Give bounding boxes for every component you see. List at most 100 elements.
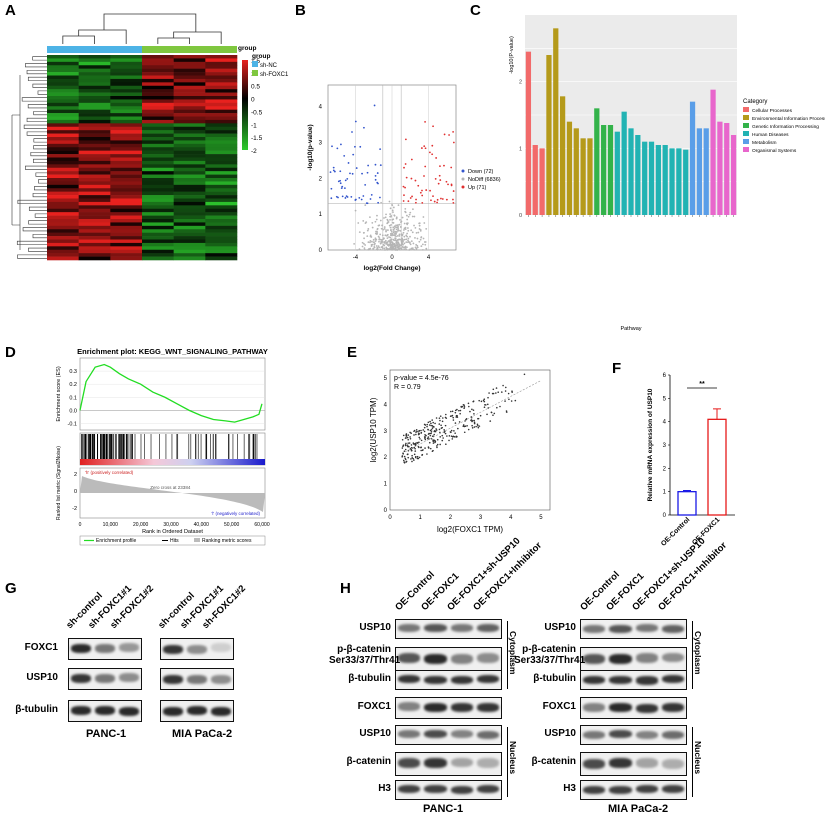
scatter-point <box>414 444 417 447</box>
scatter-point <box>423 436 426 438</box>
heatmap-cell <box>142 229 174 233</box>
heatmap-cell <box>205 119 238 124</box>
volcano-point-nodiff <box>398 247 401 250</box>
volcano-point-up <box>421 201 424 204</box>
blot-band <box>661 652 684 663</box>
cell-line-label: PANC-1 <box>423 803 464 815</box>
pathway-bar <box>621 111 627 215</box>
heatmap-cell <box>142 164 174 169</box>
scatter-point <box>514 399 517 402</box>
heatmap-cell <box>173 150 206 155</box>
heatmap-cell <box>47 253 79 257</box>
heatmap-cell <box>205 208 238 213</box>
blot-row-label-h: FOXC1 <box>542 701 576 712</box>
blot-row-label-h: USP10 <box>359 622 391 633</box>
volcano-point-nodiff <box>389 226 392 229</box>
gsea-xtick: 60,000 <box>254 522 270 528</box>
volcano-point-nodiff <box>383 242 386 244</box>
scatter-point <box>420 439 423 442</box>
heatmap-cell <box>173 123 206 128</box>
volcano-point-nodiff <box>409 235 411 238</box>
fraction-label-cytoplasm: Cytoplasm <box>508 631 518 675</box>
volcano-point-nodiff <box>385 235 388 237</box>
scatter-point <box>436 445 438 447</box>
heatmap-cell <box>142 157 174 162</box>
volcano-point-up <box>424 120 426 123</box>
volcano-point-nodiff <box>420 236 423 239</box>
bar-f-ytick: 1 <box>663 490 667 496</box>
volcano-point-nodiff <box>422 237 425 240</box>
scatter-point <box>402 434 405 437</box>
volcano-point-nodiff <box>405 214 408 217</box>
volcano-point-up <box>410 177 413 180</box>
volcano-point-nodiff <box>369 241 371 244</box>
scatter-point <box>413 434 415 436</box>
panel-b-letter: B <box>295 2 306 19</box>
heatmap-cell <box>173 229 206 233</box>
western-blot-panel-h: OE-Control OE-FOXC1 OE-FOXC1+sh-USP10 OE-FO… <box>329 536 825 815</box>
blot-band <box>476 757 499 768</box>
scatter-point <box>459 409 462 412</box>
volcano-point-nodiff <box>388 240 391 243</box>
bar-c-legend-label: Cellular Processes <box>752 108 793 114</box>
heatmap-cell <box>205 85 238 90</box>
volcano-point-nodiff <box>375 245 378 247</box>
heatmap-cell <box>173 154 206 158</box>
volcano-point-nodiff <box>405 238 408 241</box>
volcano-point-nodiff <box>390 238 393 241</box>
volcano-point-nodiff <box>416 244 419 247</box>
heatmap-cell <box>110 72 143 76</box>
volcano-point-nodiff <box>386 241 389 244</box>
volcano-point-down <box>347 162 350 164</box>
bar-c-legend-label: Human Diseases <box>752 132 789 138</box>
blot-row-label-h: USP10 <box>544 728 576 739</box>
scatter-point <box>478 399 480 402</box>
volcano-ytick: 2 <box>319 176 323 182</box>
heatmap-cell <box>173 184 206 189</box>
heatmap-cell <box>142 212 174 216</box>
blot-band <box>661 730 684 739</box>
volcano-point-nodiff <box>388 224 391 227</box>
heatmap-cell <box>78 184 111 189</box>
heatmap-cell <box>78 174 111 179</box>
volcano-point-down <box>351 172 354 175</box>
scatter-point <box>418 430 420 432</box>
heatmap-cell <box>78 167 111 172</box>
colorbar-tick: -1 <box>251 122 257 129</box>
scatter-point <box>497 391 500 394</box>
heatmap-cell <box>110 239 143 244</box>
blot-band <box>398 623 421 632</box>
heatmap-cell <box>110 85 143 90</box>
volcano-point-nodiff <box>394 232 397 235</box>
heatmap-cell <box>205 164 238 169</box>
volcano-point-nodiff <box>384 216 387 219</box>
bar-f-ytick: 4 <box>663 420 667 426</box>
heatmap-cell <box>205 68 238 73</box>
blot-band <box>95 705 115 715</box>
blot-band <box>609 654 632 664</box>
blot-band <box>609 625 632 634</box>
heatmap-cell <box>78 89 111 93</box>
heatmap-cell <box>78 188 111 192</box>
scatter-point <box>427 446 430 448</box>
heatmap-cell <box>142 78 174 83</box>
pathway-bar <box>689 101 696 215</box>
heatmap-cell <box>78 198 111 203</box>
volcano-point-down <box>379 148 382 150</box>
heatmap-cell <box>110 140 143 145</box>
volcano-point-nodiff <box>363 248 366 251</box>
scatter-point <box>422 429 425 431</box>
heatmap-cell <box>47 137 79 141</box>
volcano-point-nodiff <box>362 220 365 222</box>
heatmap-cell <box>47 174 79 179</box>
volcano-point-nodiff <box>405 241 408 244</box>
volcano-point-nodiff <box>415 243 418 246</box>
volcano-point-nodiff <box>407 237 410 240</box>
gsea-ylabel-bottom: Ranked list metric (Signal2Noise) <box>56 446 62 520</box>
blot-band <box>661 625 684 634</box>
heatmap-cell <box>110 242 143 247</box>
heatmap-cell <box>110 116 143 121</box>
blot-band <box>450 702 473 712</box>
volcano-point-nodiff <box>397 204 400 206</box>
volcano-point-nodiff <box>386 247 389 250</box>
